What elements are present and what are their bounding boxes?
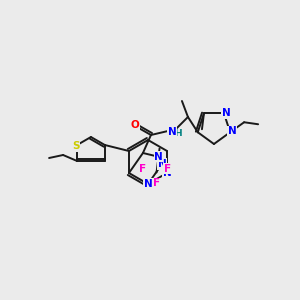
Text: N: N <box>228 126 236 136</box>
Text: N: N <box>222 108 230 118</box>
Text: F: F <box>139 164 146 173</box>
Text: S: S <box>72 141 80 151</box>
Text: F: F <box>153 178 160 188</box>
Text: O: O <box>130 120 139 130</box>
Text: N: N <box>158 159 166 169</box>
Text: N: N <box>168 127 176 137</box>
Text: N: N <box>154 152 163 161</box>
Text: N: N <box>144 179 152 189</box>
Text: N: N <box>163 168 171 178</box>
Text: H: H <box>174 130 182 139</box>
Text: F: F <box>164 164 171 173</box>
